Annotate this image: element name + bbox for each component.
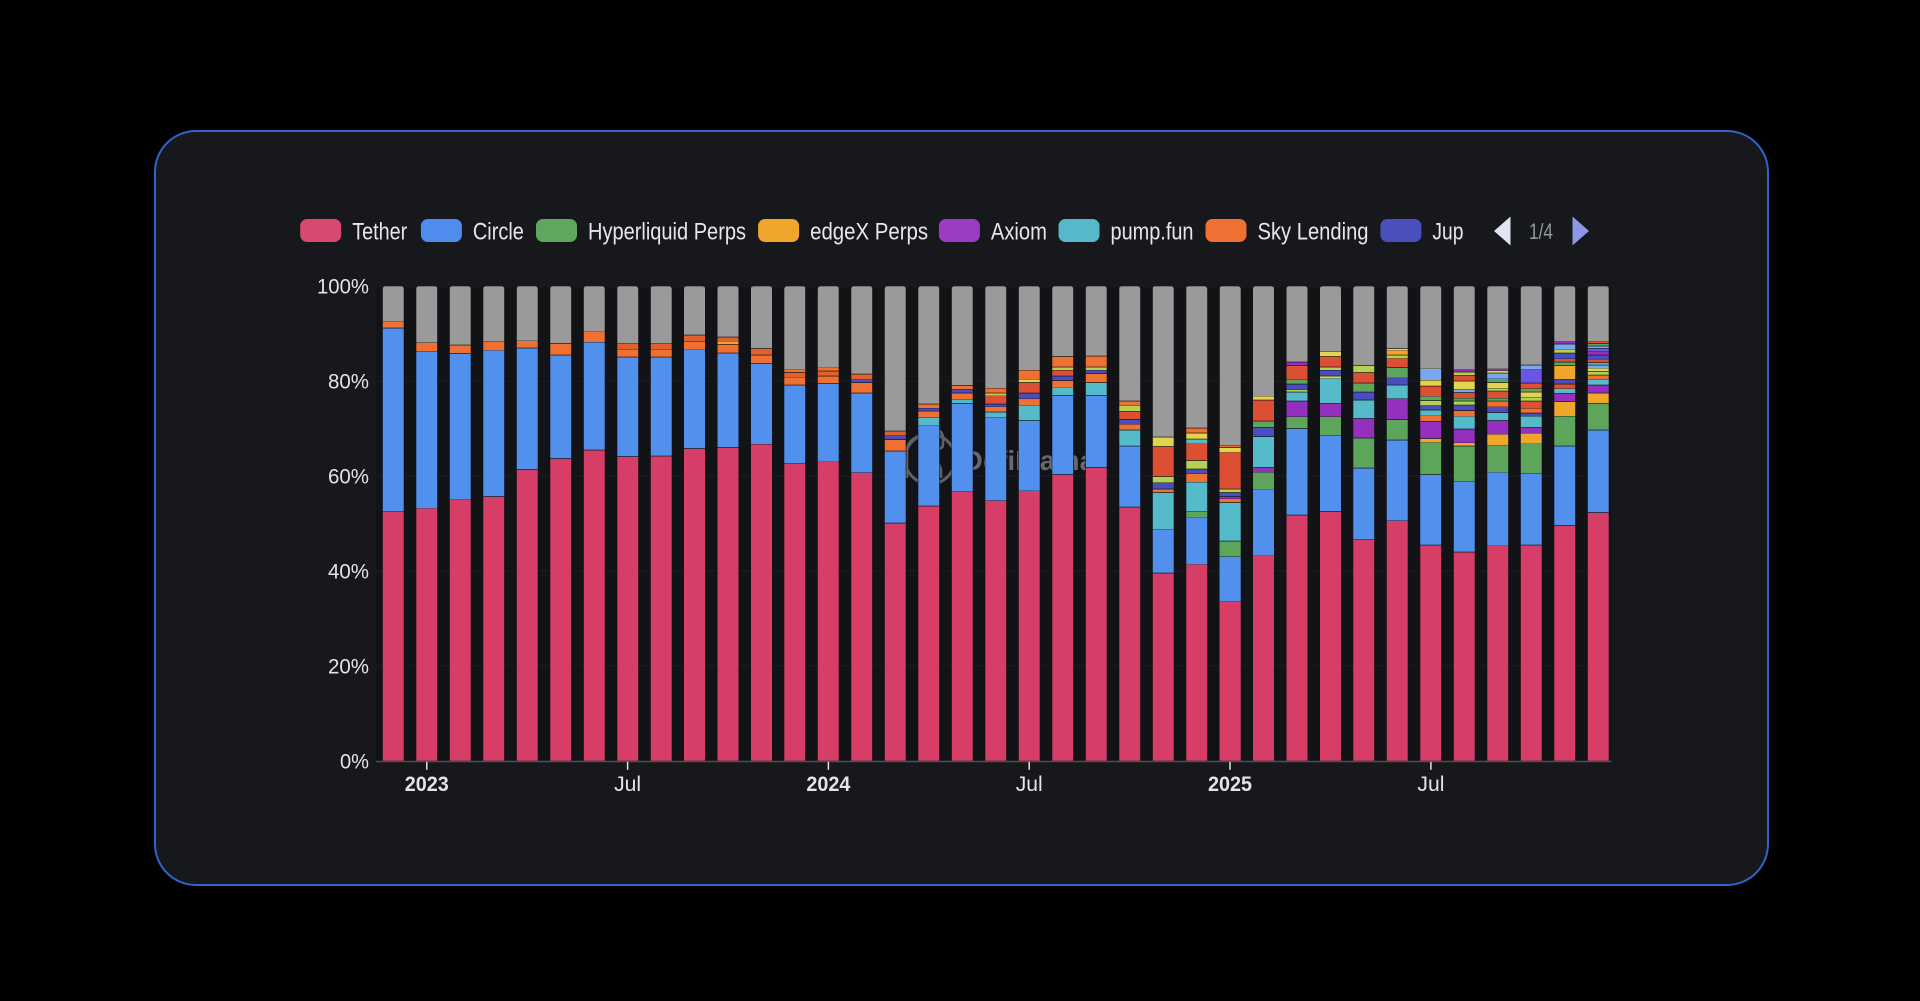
svg-text:2024: 2024 — [806, 772, 850, 796]
svg-text:1/4: 1/4 — [1529, 219, 1553, 244]
svg-text:60%: 60% — [328, 466, 369, 489]
svg-text:2025: 2025 — [1208, 772, 1252, 796]
svg-text:2023: 2023 — [405, 772, 449, 796]
svg-text:edgeX Perps: edgeX Perps — [810, 219, 928, 246]
svg-text:100%: 100% — [317, 276, 369, 299]
svg-text:Jul: Jul — [1016, 772, 1043, 796]
svg-text:Hyperliquid Perps: Hyperliquid Perps — [588, 219, 746, 246]
svg-text:Sky Lending: Sky Lending — [1258, 219, 1369, 246]
svg-text:pump.fun: pump.fun — [1111, 219, 1194, 246]
svg-text:Jul: Jul — [1417, 772, 1444, 796]
svg-text:Jup: Jup — [1432, 219, 1463, 246]
svg-text:Jul: Jul — [614, 772, 641, 796]
svg-text:80%: 80% — [328, 371, 369, 394]
svg-text:Axiom: Axiom — [991, 219, 1047, 246]
svg-text:Circle: Circle — [473, 219, 524, 246]
svg-text:0%: 0% — [340, 750, 369, 773]
svg-text:40%: 40% — [328, 561, 369, 584]
svg-text:Tether: Tether — [352, 219, 407, 246]
svg-text:20%: 20% — [328, 655, 369, 678]
